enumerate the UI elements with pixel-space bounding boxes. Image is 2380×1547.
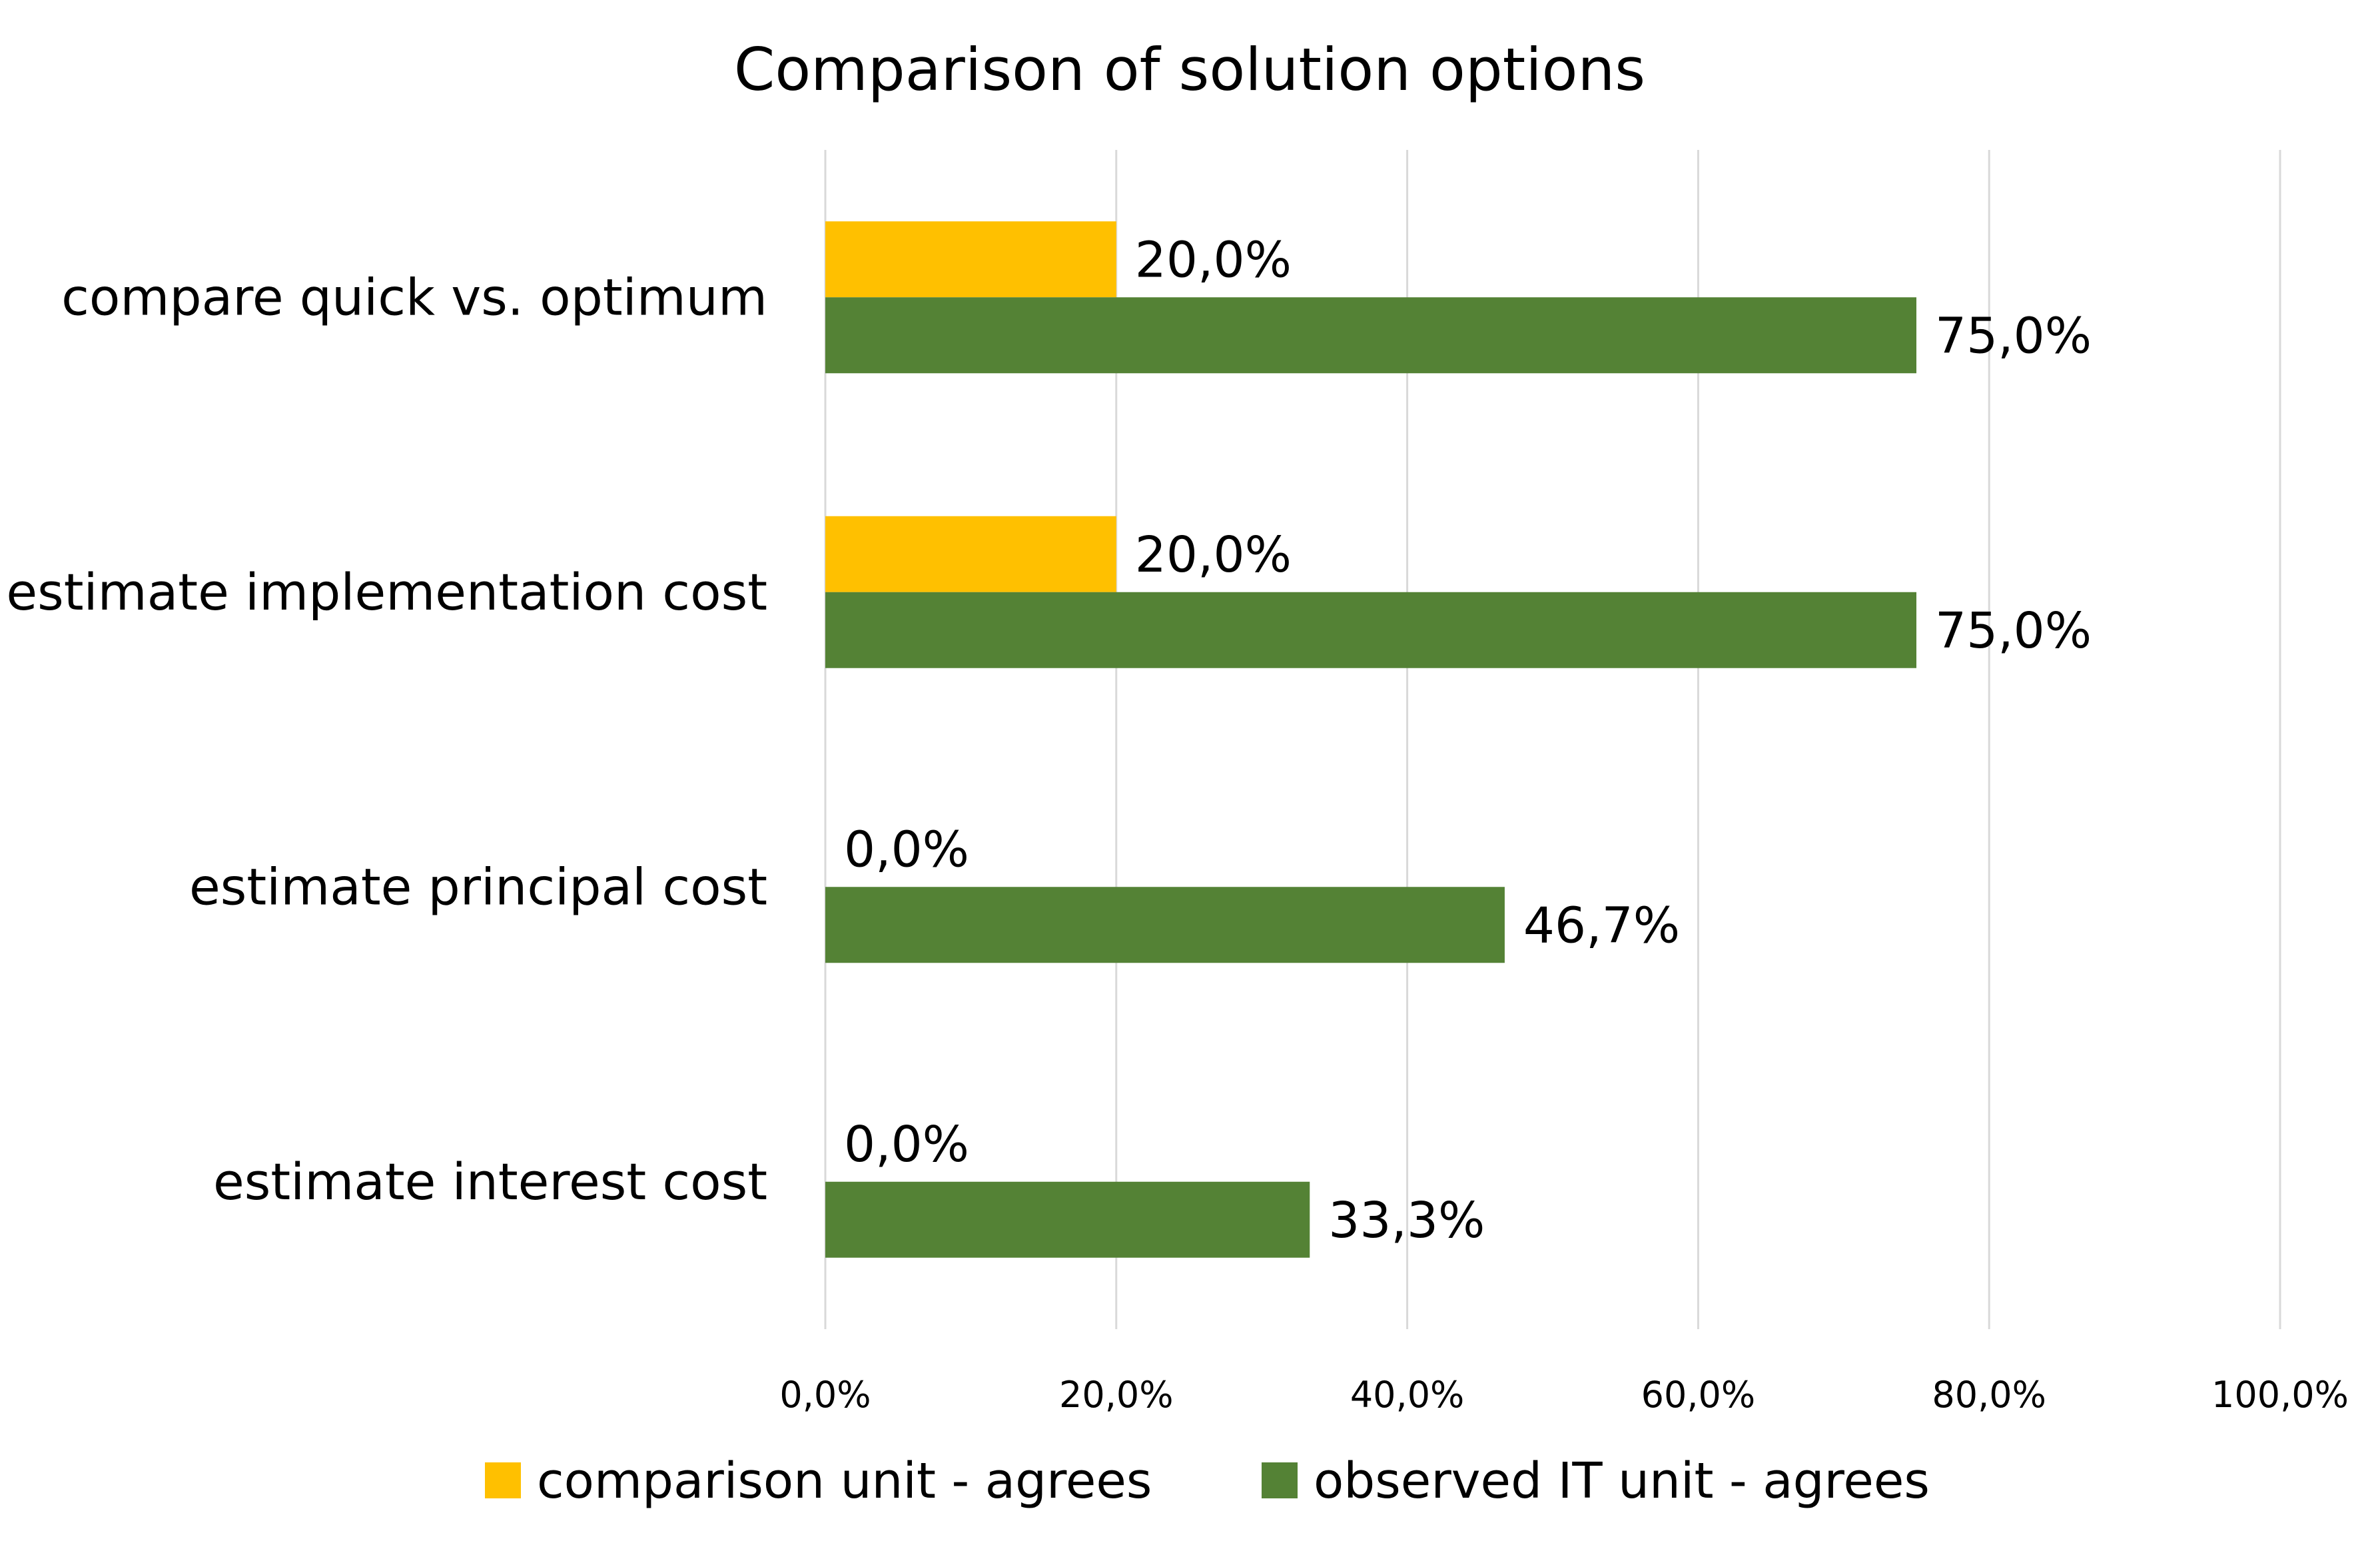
category-label: estimate implementation cost [6,562,767,622]
data-label: 20,0% [1135,526,1292,584]
labels: 0,0% 20,0% 40,0% 60,0% 80,0% 100,0% compare qu… [6,231,2349,1416]
data-label: 0,0% [844,1116,969,1173]
category-label: estimate interest cost [213,1152,767,1211]
legend-swatch [1262,1462,1298,1498]
bar-comparison-unit [825,221,1116,298]
data-label: 20,0% [1135,231,1292,288]
x-tick-label: 60,0% [1641,1374,1756,1416]
bar-observed-it-unit [825,1181,1310,1258]
bar-comparison-unit [825,516,1116,592]
category-label: estimate principal cost [189,857,767,916]
data-label: 0,0% [844,821,969,878]
legend-label: observed IT unit - agrees [1314,1452,1930,1510]
bar-observed-it-unit [825,592,1916,668]
x-tick-label: 100,0% [2211,1374,2349,1416]
legend-swatch [485,1462,521,1498]
data-label: 33,3% [1328,1192,1485,1249]
data-label: 75,0% [1935,307,2092,364]
legend: comparison unit - agrees observed IT unit… [485,1452,1930,1510]
data-label: 46,7% [1523,897,1680,954]
x-tick-label: 20,0% [1059,1374,1174,1416]
x-tick-label: 80,0% [1932,1374,2046,1416]
x-tick-label: 0,0% [779,1374,871,1416]
x-tick-label: 40,0% [1350,1374,1465,1416]
bar-observed-it-unit [825,297,1916,374]
legend-label: comparison unit - agrees [537,1452,1152,1510]
category-label: compare quick vs. optimum [61,267,767,326]
bar-observed-it-unit [825,887,1505,963]
bars [825,221,1916,1258]
data-label: 75,0% [1935,602,2092,660]
chart-title: Comparison of solution options [734,35,1645,104]
